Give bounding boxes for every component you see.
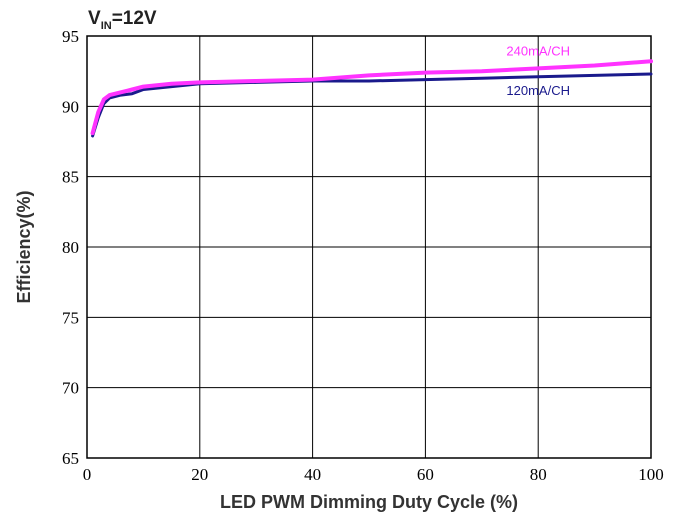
series-labels: 120mA/CH 240mA/CH [506, 43, 570, 97]
x-tick-label-1: 20 [191, 465, 208, 484]
title-main: V [88, 8, 101, 29]
title-rest: =12V [112, 8, 157, 29]
x-tick-label-4: 80 [530, 465, 547, 484]
x-tick-label-5: 100 [638, 465, 664, 484]
y-tick-label-3: 80 [62, 238, 79, 257]
y-tick-label-5: 90 [62, 97, 79, 116]
x-tick-label-3: 60 [417, 465, 434, 484]
series-lines [90, 59, 653, 138]
y-axis-label: Efficiency(%) [14, 190, 34, 303]
x-tick-labels: 0 20 40 60 80 100 [83, 465, 664, 484]
title-subscript: IN [101, 20, 112, 32]
y-tick-label-1: 70 [62, 379, 79, 398]
series-line-1 [90, 59, 653, 136]
grid-lines [87, 36, 651, 458]
y-tick-label-2: 75 [62, 308, 79, 327]
y-tick-labels: 65 70 75 80 85 90 95 [62, 27, 79, 468]
y-tick-label-0: 65 [62, 449, 79, 468]
series-label-0: 120mA/CH [506, 83, 570, 98]
series-label-1: 240mA/CH [506, 43, 570, 58]
chart-title: VIN=12V [88, 8, 157, 32]
y-tick-label-6: 95 [62, 27, 79, 46]
y-tick-label-4: 85 [62, 168, 79, 187]
x-axis-label: LED PWM Dimming Duty Cycle (%) [220, 492, 518, 512]
x-tick-label-0: 0 [83, 465, 92, 484]
x-tick-label-2: 40 [304, 465, 321, 484]
